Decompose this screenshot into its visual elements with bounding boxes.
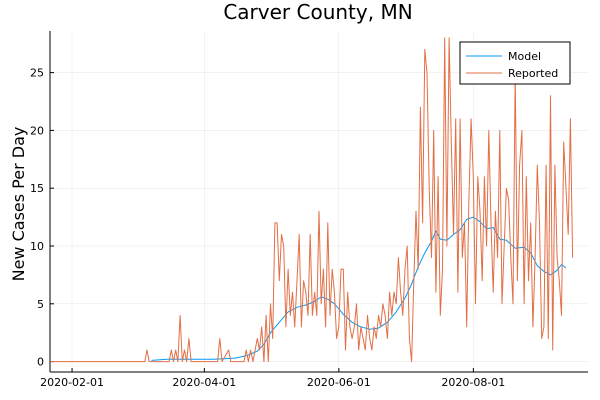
series-line-reported [50, 37, 574, 363]
y-tick-label: 10 [30, 240, 44, 253]
legend: Model Reported [459, 41, 571, 85]
legend-box [459, 41, 571, 85]
y-axis-label: New Cases Per Day [9, 127, 28, 282]
y-tick-label: 20 [30, 124, 44, 137]
tick-labels: 2020-02-01 2020-04-01 2020-06-01 2020-08-01… [30, 67, 505, 389]
series-line-model [151, 216, 567, 361]
x-tick-label: 2020-06-01 [307, 376, 371, 389]
x-tick-label: 2020-02-01 [40, 376, 104, 389]
y-tick-label: 15 [30, 182, 44, 195]
chart-title: Carver County, MN [223, 0, 412, 24]
series-lines [50, 37, 574, 363]
axes [49, 31, 588, 373]
x-tick-label: 2020-08-01 [441, 376, 505, 389]
legend-label-model: Model [508, 50, 541, 63]
y-tick-label: 25 [30, 67, 44, 80]
y-tick-label: 5 [37, 298, 44, 311]
y-tick-label: 0 [37, 356, 44, 369]
x-tick-label: 2020-04-01 [172, 376, 236, 389]
legend-label-reported: Reported [508, 67, 558, 80]
